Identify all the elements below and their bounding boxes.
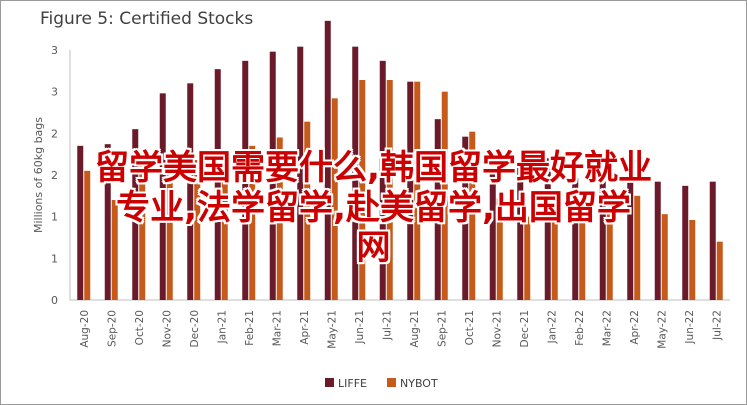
x-tick-label: Jun-22	[684, 310, 696, 345]
bar-nybot	[414, 81, 421, 301]
bar-liffe	[379, 60, 386, 301]
y-tick-label: 3	[51, 86, 58, 99]
legend-swatch-nybot	[387, 378, 396, 387]
bar-liffe	[544, 158, 551, 300]
x-tick-label: Nov-20	[161, 310, 173, 347]
bar-nybot	[194, 160, 201, 300]
bar-nybot	[606, 210, 613, 300]
x-tick-label: Aug-21	[409, 310, 421, 348]
x-tick-label: Jul-21	[381, 310, 393, 341]
legend-swatch-liffe	[325, 378, 334, 387]
bar-nybot	[221, 154, 228, 300]
bar-liffe	[434, 119, 441, 301]
watermark-overlay-line-3: 网	[356, 228, 391, 268]
bar-nybot	[469, 131, 476, 300]
bar-nybot	[496, 198, 503, 300]
bar-liffe	[407, 81, 414, 301]
x-tick-label: May-21	[326, 310, 338, 349]
bar-nybot	[386, 80, 393, 300]
x-tick-label: Sep-20	[106, 310, 118, 347]
y-tick-label: 1	[51, 252, 58, 265]
bar-liffe	[517, 166, 524, 300]
bar-nybot	[304, 121, 311, 301]
x-tick-label: Jan-21	[216, 310, 228, 344]
y-tick-label: 1	[51, 211, 58, 224]
legend-label-nybot: NYBOT	[400, 377, 438, 390]
bar-nybot	[634, 195, 641, 300]
x-tick-label: Feb-21	[244, 310, 256, 346]
bar-nybot	[689, 220, 696, 300]
bar-liffe	[709, 181, 716, 300]
bar-liffe	[489, 168, 496, 300]
bar-liffe	[214, 69, 221, 301]
bar-liffe	[269, 51, 276, 300]
bar-nybot	[551, 212, 558, 300]
bar-liffe	[242, 60, 249, 301]
x-tick-label: Dec-21	[519, 310, 531, 347]
watermark-overlay-line-1: 留学美国需要什么,韩国留学最好就业	[95, 148, 652, 188]
bar-nybot	[139, 166, 146, 300]
bar-liffe	[77, 145, 84, 300]
bar-nybot	[166, 160, 173, 300]
bar-liffe	[352, 46, 359, 300]
bar-liffe	[159, 93, 166, 300]
bar-nybot	[716, 241, 723, 300]
y-axis-label: Millions of 60kg bags	[32, 117, 45, 233]
x-tick-label: Apr-22	[629, 310, 641, 345]
bar-nybot	[441, 91, 448, 301]
bar-nybot	[276, 137, 283, 300]
x-tick-label: Jul-22	[711, 310, 723, 341]
y-tick-label: 0	[51, 294, 58, 307]
bar-nybot	[331, 98, 338, 300]
bar-liffe	[654, 181, 661, 300]
bar-nybot	[111, 200, 118, 300]
bar-liffe	[324, 20, 331, 300]
x-tick-label: Oct-21	[464, 310, 476, 345]
watermark-overlay-line-2: 专业,法学留学,赴美留学,出国留学	[116, 188, 631, 228]
x-tick-label: Feb-22	[574, 310, 586, 346]
y-tick-label: 2	[51, 169, 58, 182]
x-tick-label: Mar-22	[601, 310, 613, 346]
legend-label-liffe: LIFFE	[338, 377, 367, 390]
x-tick-label: Jan-22	[546, 310, 558, 344]
bar-nybot	[661, 214, 668, 300]
bar-liffe	[462, 136, 469, 300]
x-tick-label: Mar-21	[271, 310, 283, 346]
bar-liffe	[599, 176, 606, 300]
bar-nybot	[84, 170, 91, 300]
x-tick-label: Oct-20	[134, 310, 146, 345]
bar-nybot	[524, 216, 531, 300]
x-tick-label: Aug-20	[79, 310, 91, 348]
bar-liffe	[572, 178, 579, 300]
y-tick-label: 3	[51, 44, 58, 57]
bar-liffe	[132, 129, 139, 300]
bar-nybot	[359, 80, 366, 300]
chart-title: Figure 5: Certified Stocks	[40, 9, 254, 29]
x-tick-label: Nov-21	[491, 310, 503, 347]
x-tick-label: May-22	[656, 310, 668, 349]
bar-liffe	[627, 170, 634, 300]
x-tick-label: Sep-21	[436, 310, 448, 347]
x-tick-label: Dec-20	[189, 310, 201, 347]
x-tick-label: Apr-21	[299, 310, 311, 345]
bar-nybot	[579, 208, 586, 300]
bar-liffe	[682, 185, 689, 300]
bar-liffe	[104, 144, 111, 300]
bar-nybot	[249, 145, 256, 300]
x-tick-label: Jun-21	[354, 310, 366, 345]
bar-liffe	[187, 83, 194, 300]
bar-liffe	[297, 46, 304, 300]
y-tick-label: 2	[51, 127, 58, 140]
